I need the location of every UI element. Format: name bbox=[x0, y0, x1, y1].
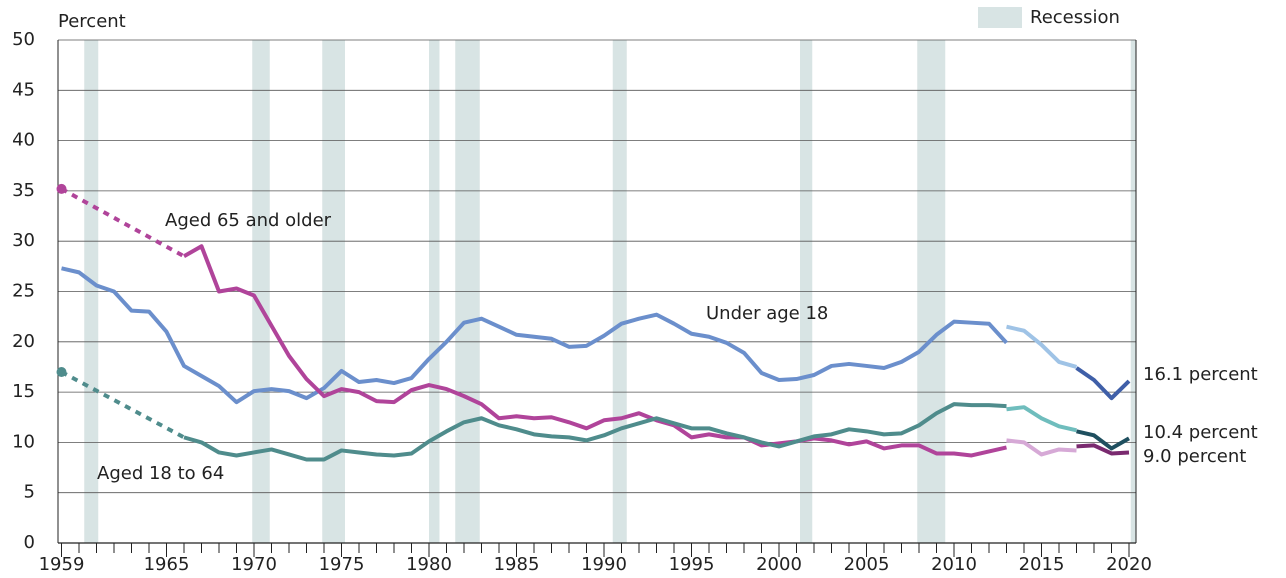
series-line bbox=[183, 244, 1007, 458]
y-tick-label: 25 bbox=[12, 281, 35, 302]
y-tick-label: 45 bbox=[12, 79, 35, 100]
x-tick-label: 1975 bbox=[319, 554, 365, 575]
annotation: 16.1 percent bbox=[1143, 364, 1258, 385]
x-tick-label: 2015 bbox=[1019, 554, 1065, 575]
start-marker bbox=[56, 366, 67, 377]
x-tick-label: 2005 bbox=[844, 554, 890, 575]
series-line bbox=[1076, 443, 1130, 456]
x-tick-label: 1990 bbox=[581, 554, 627, 575]
series-line bbox=[1075, 366, 1131, 401]
y-tick-label: 20 bbox=[12, 331, 35, 352]
x-tick-label: 1965 bbox=[144, 554, 190, 575]
y-tick-label: 0 bbox=[24, 532, 35, 553]
recession-legend-label: Recession bbox=[1030, 7, 1120, 28]
x-tick-label: 1995 bbox=[669, 554, 715, 575]
x-tick-label: 2010 bbox=[931, 554, 977, 575]
y-tick-label: 10 bbox=[12, 431, 35, 452]
annotation: 9.0 percent bbox=[1143, 446, 1246, 467]
series-line bbox=[1006, 324, 1078, 369]
annotation: 10.4 percent bbox=[1143, 422, 1258, 443]
y-tick-label: 30 bbox=[12, 230, 35, 251]
x-tick-label: 2020 bbox=[1106, 554, 1152, 575]
x-tick-label: 1970 bbox=[231, 554, 277, 575]
series-line bbox=[1006, 438, 1077, 457]
annotation: Aged 65 and older bbox=[165, 210, 332, 231]
y-tick-label: 40 bbox=[12, 130, 35, 151]
y-tick-label: 35 bbox=[12, 180, 35, 201]
x-tick-label: 1980 bbox=[406, 554, 452, 575]
series-line bbox=[183, 402, 1007, 462]
recession-legend-swatch bbox=[978, 7, 1022, 28]
annotation: Aged 18 to 64 bbox=[97, 463, 224, 484]
y-tick-label: 50 bbox=[12, 29, 35, 50]
series-line bbox=[1076, 429, 1130, 451]
y-tick-label: 15 bbox=[12, 381, 35, 402]
y-axis-label: Percent bbox=[58, 11, 126, 32]
x-tick-label: 1959 bbox=[39, 554, 85, 575]
y-tick-label: 5 bbox=[24, 482, 35, 503]
annotation: Under age 18 bbox=[706, 303, 828, 324]
start-marker bbox=[56, 183, 67, 194]
x-tick-label: 2000 bbox=[756, 554, 802, 575]
series-line bbox=[61, 266, 1008, 405]
series-line bbox=[1006, 405, 1077, 433]
series-line bbox=[60, 370, 185, 440]
x-tick-label: 1985 bbox=[494, 554, 540, 575]
